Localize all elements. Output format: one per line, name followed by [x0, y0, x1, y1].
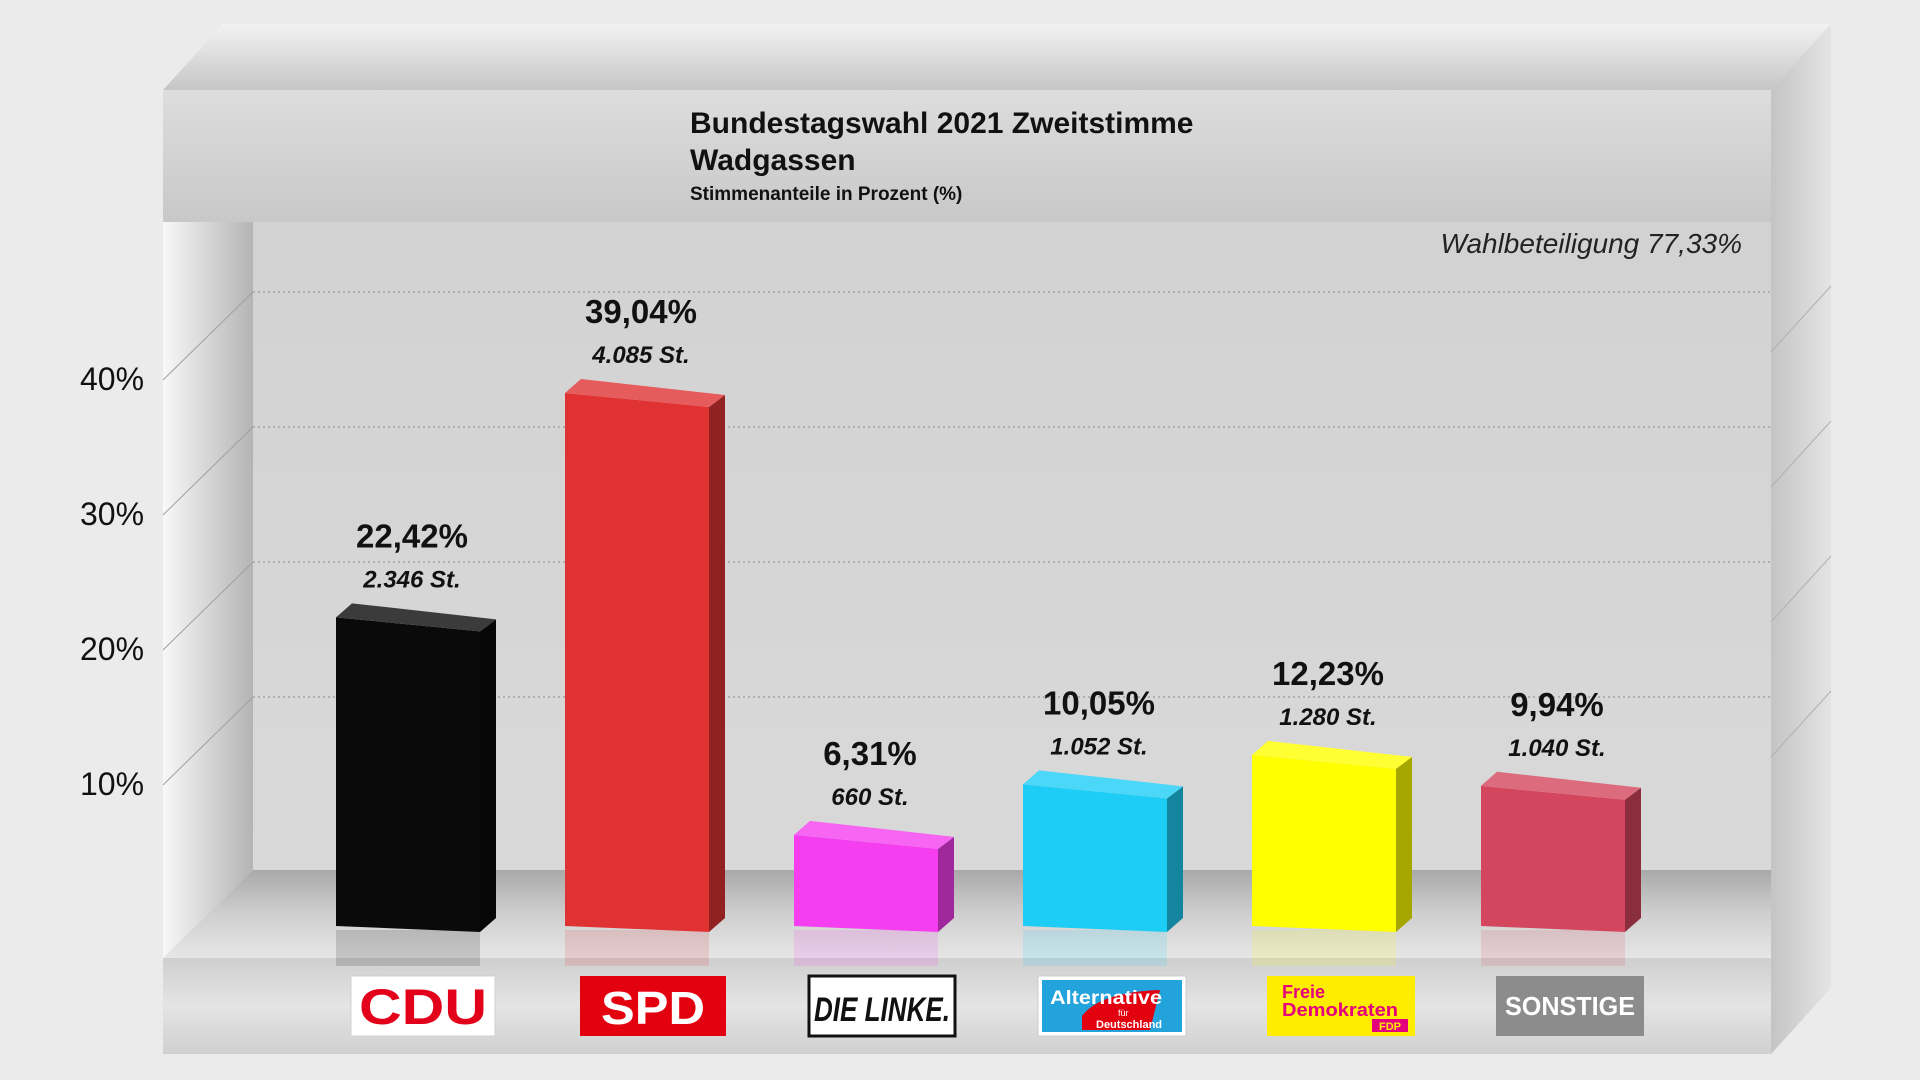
- bar-4: [1023, 770, 1183, 966]
- y-axis-ticks: 10% 20% 30% 40%: [80, 361, 144, 802]
- y-tick-label: 20%: [80, 631, 144, 667]
- gridline-wall: [162, 426, 254, 516]
- logo-afd-main: Alternative: [1050, 988, 1162, 1009]
- bar-reflection: [794, 930, 938, 966]
- bar-2: [565, 378, 725, 966]
- bar-reflection: [1252, 930, 1396, 966]
- frame-right-side: [1771, 24, 1831, 1054]
- y-tick-label: 40%: [80, 361, 144, 397]
- value-label: 39,04%: [585, 293, 697, 330]
- logo-afd-sub1: für: [1118, 1008, 1129, 1018]
- votes-label: 1.052 St.: [1050, 733, 1147, 760]
- turnout-annotation: Wahlbeteiligung 77,33%: [1441, 228, 1742, 259]
- data-labels: 22,42% 2.346 St. 39,04% 4.085 St. 6,31% 660 S…: [356, 293, 1606, 811]
- bar-1: [336, 603, 496, 966]
- bar-top: [1023, 770, 1183, 799]
- bar-3: [794, 820, 954, 966]
- left-wall: [163, 222, 253, 958]
- bars: [336, 378, 1641, 966]
- gridline-wall: [162, 696, 254, 786]
- logo-sonstige-text: SONSTIGE: [1505, 991, 1635, 1021]
- chart-note: Stimmenanteile in Prozent (%): [690, 184, 962, 205]
- bar-top: [336, 603, 496, 632]
- bar-side: [709, 394, 725, 933]
- value-label: 6,31%: [823, 735, 917, 772]
- bar-5: [1252, 740, 1412, 966]
- logo-cdu-text: CDU: [359, 979, 487, 1035]
- votes-label: 660 St.: [831, 784, 908, 811]
- bar-reflection: [336, 930, 480, 966]
- votes-label: 2.346 St.: [362, 566, 460, 593]
- value-label: 12,23%: [1272, 655, 1384, 692]
- bar-top: [1252, 740, 1412, 769]
- logo-fdp-line1: Freie: [1282, 982, 1325, 1002]
- bar-front: [1481, 785, 1625, 932]
- logo-afd-sub2: Deutschland: [1096, 1019, 1162, 1031]
- bar-side: [1396, 756, 1412, 932]
- y-tick-label: 10%: [80, 766, 144, 802]
- bar-side: [480, 619, 496, 932]
- y-tick-label: 30%: [80, 496, 144, 532]
- gridline-side: [1770, 690, 1832, 758]
- value-label: 10,05%: [1043, 684, 1155, 721]
- bar-top: [1481, 771, 1641, 800]
- logo-spd: SPD: [580, 976, 726, 1036]
- gridline-wall: [162, 561, 254, 651]
- votes-label: 1.280 St.: [1279, 704, 1376, 731]
- gridline-wall: [162, 291, 254, 381]
- bar-front: [1023, 784, 1167, 932]
- bar-front: [565, 392, 709, 933]
- back-wall: [253, 222, 1771, 870]
- logo-afd: Alternative für Deutschland: [1037, 975, 1187, 1037]
- logo-spd-text: SPD: [601, 982, 705, 1034]
- logo-cdu: CDU: [350, 975, 496, 1037]
- frame-top-face: [163, 24, 1831, 90]
- bar-side: [938, 836, 954, 932]
- votes-label: 1.040 St.: [1508, 735, 1605, 762]
- afd-swoosh-icon: [1082, 990, 1160, 1030]
- bar-front: [794, 834, 938, 932]
- bar-front: [336, 617, 480, 932]
- gridline-side: [1770, 555, 1832, 623]
- bar-side: [1167, 786, 1183, 932]
- frame-header: [163, 90, 1771, 222]
- logo-die-linke: DIE LINKE.: [807, 974, 957, 1038]
- gridline-side: [1770, 420, 1832, 488]
- logo-fdp: Freie Demokraten FDP: [1267, 976, 1415, 1036]
- logo-fdp-line2: Demokraten: [1282, 1000, 1398, 1020]
- votes-label: 4.085 St.: [591, 342, 689, 369]
- bar-reflection: [565, 930, 709, 966]
- bar-front: [1252, 754, 1396, 932]
- bar-side: [1625, 787, 1641, 932]
- logo-fdp-badge: FDP: [1379, 1021, 1401, 1033]
- bar-top: [794, 820, 954, 849]
- bar-reflection: [1481, 930, 1625, 966]
- gridline-side: [1770, 285, 1832, 353]
- chart-subtitle: Wadgassen: [690, 144, 856, 177]
- chart-title: Bundestagswahl 2021 Zweitstimme: [690, 107, 1194, 140]
- bar-reflection: [1023, 930, 1167, 966]
- logo-die-linke-text: DIE LINKE.: [814, 991, 950, 1029]
- bar-6: [1481, 771, 1641, 966]
- value-label: 22,42%: [356, 517, 468, 554]
- bar-top: [565, 378, 725, 407]
- value-label: 9,94%: [1510, 686, 1604, 723]
- logo-sonstige: SONSTIGE: [1496, 976, 1644, 1036]
- gridlines: [162, 285, 1832, 786]
